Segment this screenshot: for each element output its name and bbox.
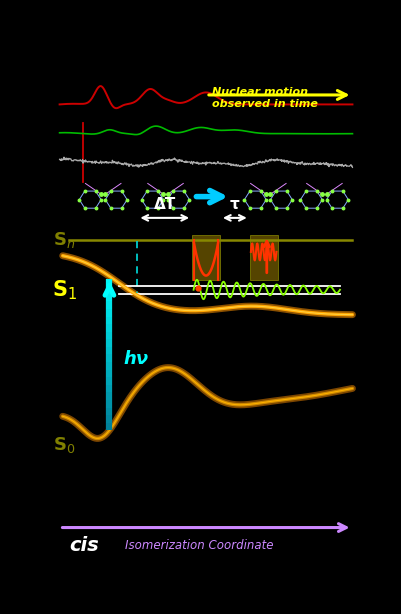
Text: S$_0$: S$_0$ [53,435,75,455]
Bar [192,235,219,280]
Text: ΔT: ΔT [153,197,175,212]
Text: S$_1$: S$_1$ [52,278,77,301]
Text: Isomerization Coordinate: Isomerization Coordinate [125,539,273,552]
Text: S$_n$: S$_n$ [53,230,75,250]
Text: τ: τ [229,197,239,212]
Text: Nuclear motion
observed in time: Nuclear motion observed in time [212,87,317,109]
Bar [249,235,277,280]
Text: hν: hν [123,350,148,368]
Text: cis: cis [69,536,99,555]
